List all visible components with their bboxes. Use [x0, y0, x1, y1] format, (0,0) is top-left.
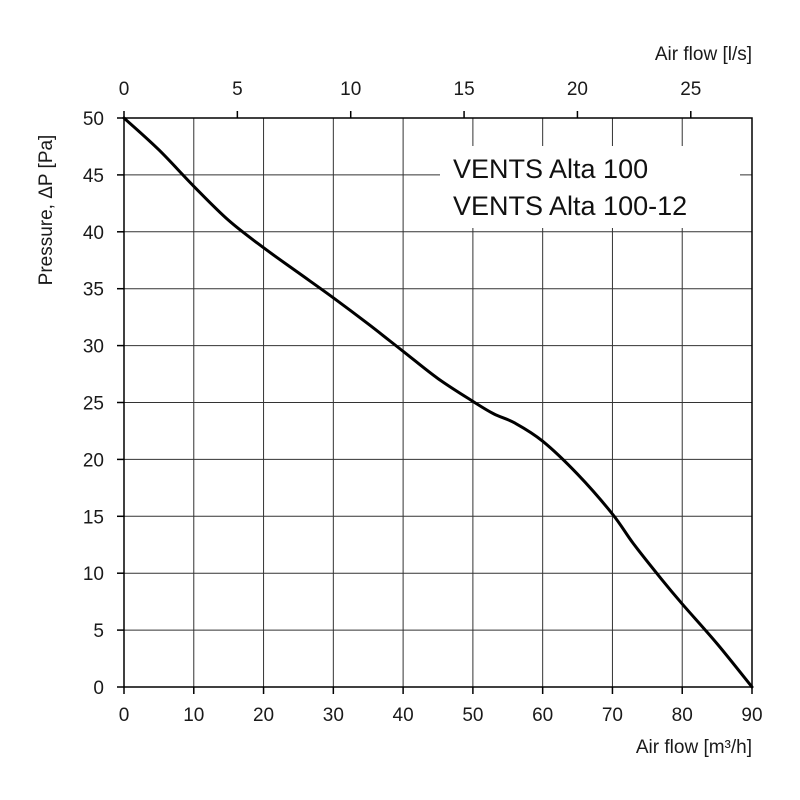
y-tick-label-10: 10	[83, 564, 104, 585]
axis-ticks	[117, 111, 753, 694]
tick-labels: 0 10 20 30 40 50 60 70 80 90 0 5 10 15 20 25 0 5 10 15 20 25 3…	[83, 79, 763, 726]
x-tick-label-90: 90	[741, 705, 762, 726]
legend-line-2: VENTS Alta 100-12	[453, 191, 687, 221]
x-tick-label-80: 80	[672, 705, 693, 726]
y-tick-label-35: 35	[83, 280, 104, 301]
x-tick-label-50: 50	[462, 705, 483, 726]
legend-background	[440, 146, 740, 228]
y-tick-label-40: 40	[83, 223, 104, 244]
x2-tick-label-0: 0	[119, 79, 130, 100]
x2-tick-label-20: 20	[567, 79, 588, 100]
x2-axis-title: Air flow [l/s]	[655, 44, 752, 65]
y-tick-label-25: 25	[83, 394, 104, 415]
curves	[122, 116, 754, 689]
x-tick-label-10: 10	[183, 705, 204, 726]
y-tick-label-50: 50	[83, 109, 104, 130]
x-tick-label-0: 0	[119, 705, 130, 726]
x-axis-title: Air flow [m³/h]	[636, 737, 752, 758]
y-tick-label-20: 20	[83, 450, 104, 471]
y-tick-label-30: 30	[83, 337, 104, 358]
x2-tick-label-15: 15	[454, 79, 475, 100]
legend-line-1: VENTS Alta 100	[453, 154, 648, 184]
x-tick-label-60: 60	[532, 705, 553, 726]
y-tick-label-15: 15	[83, 507, 104, 528]
x-tick-label-30: 30	[323, 705, 344, 726]
y-tick-label-5: 5	[93, 621, 104, 642]
x-tick-label-70: 70	[602, 705, 623, 726]
x2-tick-label-5: 5	[232, 79, 243, 100]
y-axis-title: Pressure, ΔP [Pa]	[36, 135, 57, 286]
series-line-0	[122, 116, 754, 689]
x2-tick-label-10: 10	[340, 79, 361, 100]
x-tick-label-40: 40	[393, 705, 414, 726]
y-tick-label-45: 45	[83, 166, 104, 187]
x2-tick-label-25: 25	[680, 79, 701, 100]
y-tick-label-0: 0	[93, 678, 104, 699]
x-tick-label-20: 20	[253, 705, 274, 726]
